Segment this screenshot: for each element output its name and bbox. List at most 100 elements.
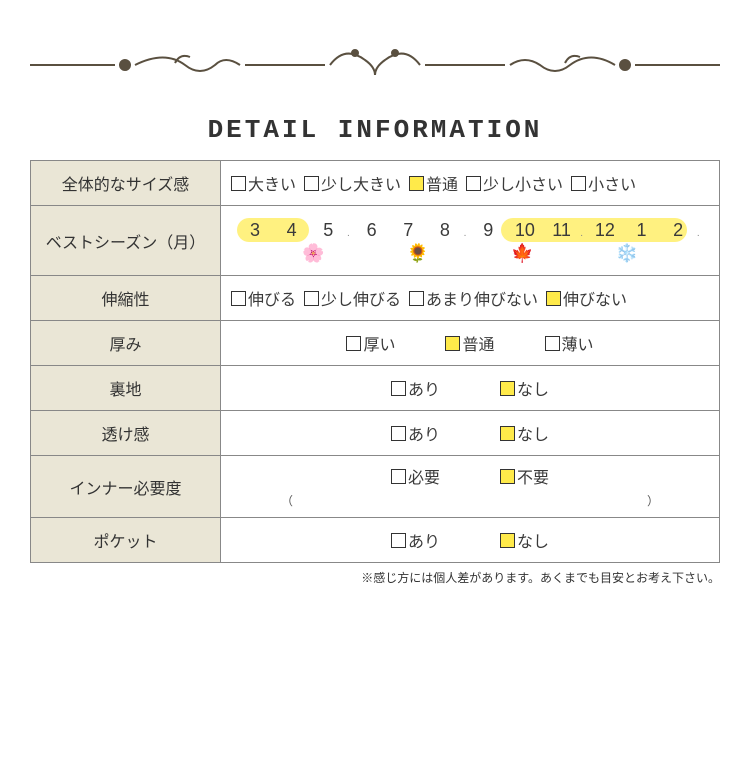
option: 厚い [346, 331, 395, 355]
option-label: 厚い [363, 331, 395, 355]
decorative-ornament [0, 25, 750, 105]
row-label-sheer: 透け感 [31, 411, 221, 456]
option: あり [391, 376, 440, 400]
month-separator: . [347, 228, 353, 241]
month-label: 11 [544, 220, 580, 241]
option: 少し小さい [466, 171, 563, 195]
option: 小さい [571, 171, 636, 195]
month-label: 4 [274, 220, 310, 241]
option-label: なし [517, 376, 549, 400]
option: なし [500, 528, 549, 552]
option-label: 普通 [462, 331, 494, 355]
season-icon: 🌻 [407, 243, 429, 264]
option-label: 少し大きい [321, 171, 401, 195]
option: なし [500, 376, 549, 400]
option: 普通 [409, 171, 458, 195]
option-label: あり [408, 421, 440, 445]
month-label: 3 [237, 220, 273, 241]
checkbox-icon [304, 291, 319, 306]
table-row: ポケット あり なし [31, 518, 720, 563]
option: 不要 [500, 464, 549, 488]
month-label: 12 [587, 220, 623, 241]
row-label-season: ベストシーズン（月） [31, 206, 221, 276]
option: 伸びる [231, 286, 296, 310]
option-label: あり [408, 376, 440, 400]
option: 少し大きい [304, 171, 401, 195]
option: あり [391, 528, 440, 552]
row-label-pocket: ポケット [31, 518, 221, 563]
row-value-size: 大きい 少し大きい 普通 少し小さい 小さい [221, 161, 720, 206]
option-label: 必要 [408, 464, 440, 488]
month-label: 6 [354, 220, 390, 241]
option-label: なし [517, 528, 549, 552]
table-row: 厚み 厚い 普通 薄い [31, 321, 720, 366]
option-label: 不要 [517, 464, 549, 488]
option: 必要 [391, 464, 440, 488]
option-label: あまり伸びない [426, 286, 538, 310]
month-label: 1 [624, 220, 660, 241]
checkbox-icon [409, 176, 424, 191]
option: 少し伸びる [304, 286, 401, 310]
month-label: 9 [470, 220, 506, 241]
option-label: 普通 [426, 171, 458, 195]
row-label-stretch: 伸縮性 [31, 276, 221, 321]
checkbox-icon [304, 176, 319, 191]
checkbox-icon [391, 426, 406, 441]
checkbox-icon [391, 381, 406, 396]
option-label: 大きい [248, 171, 296, 195]
option-label: 伸びない [563, 286, 627, 310]
page-title: DETAIL INFORMATION [0, 115, 750, 145]
season-icon: ❄️ [616, 243, 638, 264]
month-label: 8 [427, 220, 463, 241]
row-label-size: 全体的なサイズ感 [31, 161, 221, 206]
detail-table: 全体的なサイズ感 大きい少し大きい普通少し小さい小さい ベストシーズン（月） 3… [30, 160, 720, 563]
checkbox-icon [391, 533, 406, 548]
option-label: 少し伸びる [321, 286, 401, 310]
checkbox-icon [546, 291, 561, 306]
month-separator: . [464, 228, 470, 241]
row-value-stretch: 伸びる 少し伸びる あまり伸びない 伸びない [221, 276, 720, 321]
month-label: 2 [660, 220, 696, 241]
option: あり [391, 421, 440, 445]
month-label: 5 [310, 220, 346, 241]
month-separator: . [580, 228, 586, 241]
option: なし [500, 421, 549, 445]
season-icon: 🌸 [302, 243, 324, 264]
row-value-sheer: あり なし [221, 411, 720, 456]
option-label: 薄い [562, 331, 594, 355]
option: 大きい [231, 171, 296, 195]
option: あまり伸びない [409, 286, 538, 310]
option: 薄い [545, 331, 594, 355]
paren-right: ） [647, 492, 659, 509]
row-label-thickness: 厚み [31, 321, 221, 366]
footnote: ※感じ方には個人差があります。あくまでも目安とお考え下さい。 [30, 569, 720, 586]
row-value-inner: 必要 不要 （ ） [221, 456, 720, 518]
checkbox-icon [500, 533, 515, 548]
option: 普通 [445, 331, 494, 355]
option-label: あり [408, 528, 440, 552]
checkbox-icon [545, 336, 560, 351]
checkbox-icon [231, 176, 246, 191]
checkbox-icon [391, 469, 406, 484]
option: 伸びない [546, 286, 627, 310]
month-label: 10 [507, 220, 543, 241]
row-value-pocket: あり なし [221, 518, 720, 563]
table-row: 全体的なサイズ感 大きい 少し大きい 普通 少し小さい 小さい [31, 161, 720, 206]
option-label: 小さい [588, 171, 636, 195]
month-separator: . [697, 228, 703, 241]
checkbox-icon [466, 176, 481, 191]
table-row: 透け感 あり なし [31, 411, 720, 456]
checkbox-icon [500, 381, 515, 396]
season-icon: 🍁 [511, 243, 533, 264]
option-label: 伸びる [248, 286, 296, 310]
row-value-season: 345.678.91011.1212. 🌸🌻🍁❄️ [221, 206, 720, 276]
paren-left: （ [281, 492, 293, 509]
checkbox-icon [346, 336, 361, 351]
checkbox-icon [571, 176, 586, 191]
table-row: 伸縮性 伸びる 少し伸びる あまり伸びない 伸びない [31, 276, 720, 321]
checkbox-icon [409, 291, 424, 306]
option-label: 少し小さい [483, 171, 563, 195]
option-label: なし [517, 421, 549, 445]
table-row: インナー必要度 必要不要 （ ） [31, 456, 720, 518]
table-row: ベストシーズン（月） 345.678.91011.1212. 🌸🌻🍁❄️ [31, 206, 720, 276]
